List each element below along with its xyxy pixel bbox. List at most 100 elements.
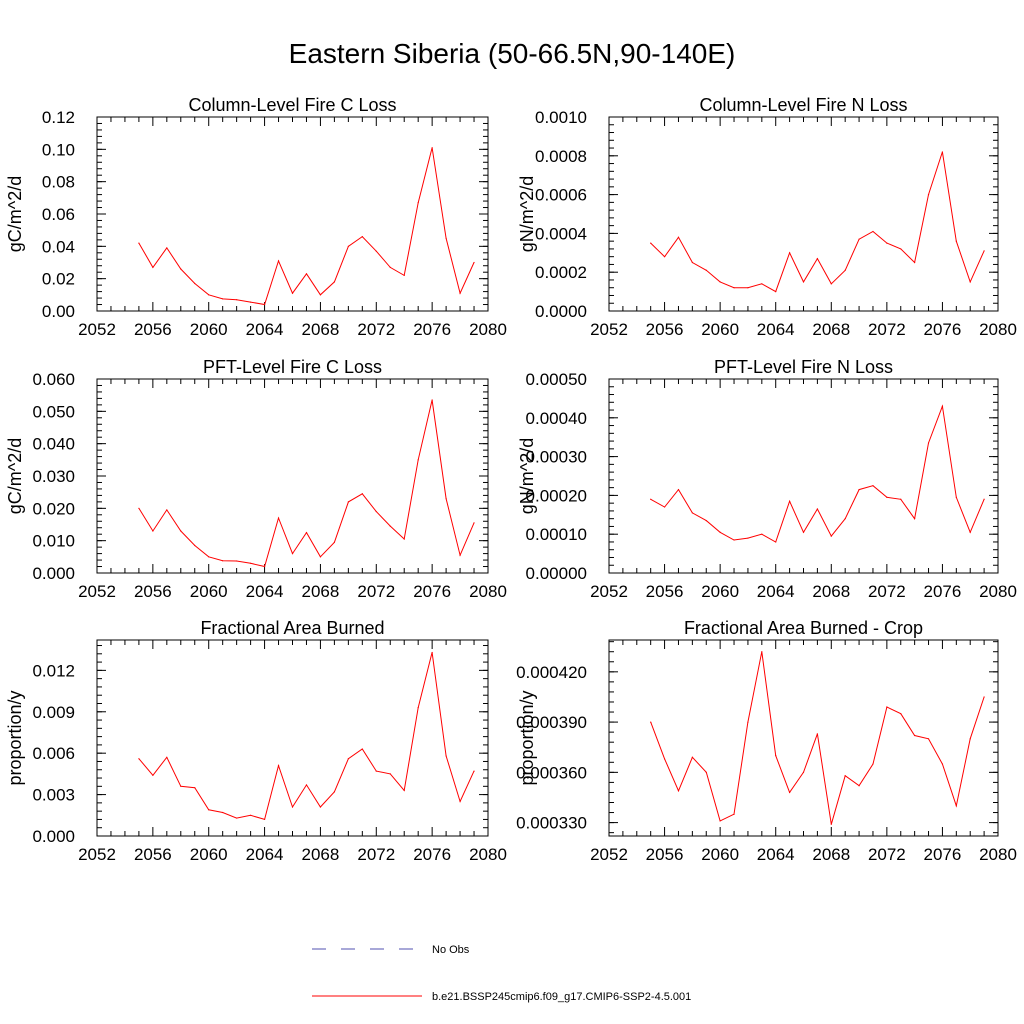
panel-title: Column-Level Fire N Loss	[699, 95, 907, 115]
data-point	[761, 283, 763, 285]
data-point	[872, 485, 874, 487]
data-point	[830, 283, 832, 285]
data-point	[389, 266, 391, 268]
panel-5: Fractional Area Burned proportion/y 2052 20…	[5, 618, 507, 864]
data-point	[333, 791, 335, 793]
y-tick-label: 0.00010	[526, 525, 587, 544]
panel-4: PFT-Level Fire N Loss gN/m^2/d 2052 2056 206…	[517, 357, 1017, 601]
x-tick-label: 2064	[246, 320, 284, 339]
y-axis-label: proportion/y	[517, 690, 537, 785]
series-line	[650, 404, 985, 543]
x-tick-label: 2056	[134, 582, 172, 601]
data-point	[955, 805, 957, 807]
data-point	[747, 537, 749, 539]
data-point	[138, 242, 140, 244]
y-tick-label: 0.040	[32, 435, 75, 454]
data-point	[844, 518, 846, 520]
data-point	[733, 813, 735, 815]
x-tick-label: 2072	[357, 582, 395, 601]
data-point	[886, 706, 888, 708]
data-point	[152, 530, 154, 532]
data-point	[983, 250, 985, 252]
x-tick-label: 2072	[868, 845, 906, 864]
y-tick-label: 0.06	[42, 205, 75, 224]
data-point	[969, 738, 971, 740]
data-point	[194, 282, 196, 285]
x-tick-label: 2068	[812, 845, 850, 864]
y-tick-label: 0.12	[42, 108, 75, 127]
data-point	[900, 248, 902, 250]
y-tick-label: 0.010	[32, 532, 75, 551]
data-point	[431, 399, 433, 401]
x-tick-label: 2056	[646, 320, 684, 339]
data-point	[816, 258, 818, 260]
x-tick-label: 2064	[757, 582, 795, 601]
data-point	[347, 758, 349, 760]
legend-obs-label: No Obs	[432, 944, 470, 956]
y-tick-label: 0.00030	[526, 448, 587, 467]
y-tick-label: 0.08	[42, 173, 75, 192]
data-point	[983, 498, 985, 500]
data-point	[802, 531, 805, 533]
panel-title: Fractional Area Burned	[200, 618, 384, 638]
data-point	[663, 758, 666, 760]
x-tick-label: 2076	[924, 845, 962, 864]
x-tick-label: 2060	[190, 845, 228, 864]
y-axis-label: proportion/y	[5, 690, 25, 785]
data-point	[166, 509, 168, 511]
data-point	[152, 774, 154, 776]
data-point	[166, 247, 168, 249]
data-point	[663, 506, 666, 508]
y-tick-label: 0.0008	[535, 147, 587, 166]
y-tick-label: 0.0002	[535, 263, 587, 282]
data-point	[389, 525, 391, 527]
page-title: Eastern Siberia (50-66.5N,90-140E)	[288, 38, 736, 69]
y-tick-label: 0.050	[32, 402, 75, 421]
y-tick-label: 0.000360	[516, 763, 587, 782]
data-point	[941, 763, 944, 765]
data-point	[816, 508, 818, 510]
data-point	[305, 784, 308, 786]
data-point	[417, 707, 419, 709]
x-tick-label: 2068	[302, 845, 340, 864]
series-line	[650, 151, 985, 293]
x-tick-label: 2060	[701, 845, 739, 864]
data-point	[747, 287, 749, 289]
data-point	[677, 488, 680, 491]
x-tick-label: 2064	[757, 845, 795, 864]
data-point	[983, 696, 985, 698]
data-point	[403, 789, 405, 792]
x-tick-label: 2076	[413, 845, 451, 864]
data-point	[277, 260, 280, 262]
x-tick-label: 2064	[246, 582, 284, 601]
data-point	[872, 763, 874, 765]
data-point	[208, 294, 210, 296]
data-point	[775, 541, 777, 543]
data-point	[691, 261, 693, 264]
data-point	[663, 256, 666, 258]
data-point	[208, 556, 210, 558]
data-point	[459, 800, 461, 803]
y-tick-label: 0.006	[32, 744, 75, 763]
data-point	[473, 770, 475, 772]
y-tick-label: 0.10	[42, 140, 75, 159]
x-tick-label: 2068	[812, 320, 850, 339]
x-tick-label: 2056	[134, 845, 172, 864]
data-point	[250, 301, 252, 303]
data-point	[733, 287, 735, 289]
plot-frame	[608, 639, 999, 837]
data-point	[194, 787, 196, 789]
y-axis-label: gC/m^2/d	[5, 438, 25, 514]
data-point	[705, 520, 707, 522]
y-axis-label: gN/m^2/d	[517, 176, 537, 252]
data-point	[291, 806, 294, 808]
y-tick-label: 0.04	[42, 237, 75, 256]
data-point	[333, 281, 335, 283]
x-tick-label: 2052	[78, 582, 116, 601]
x-tick-label: 2060	[190, 320, 228, 339]
plot-frame	[96, 116, 489, 312]
data-point	[719, 531, 721, 533]
data-point	[431, 147, 433, 149]
data-point	[789, 791, 791, 794]
data-point	[138, 758, 140, 760]
